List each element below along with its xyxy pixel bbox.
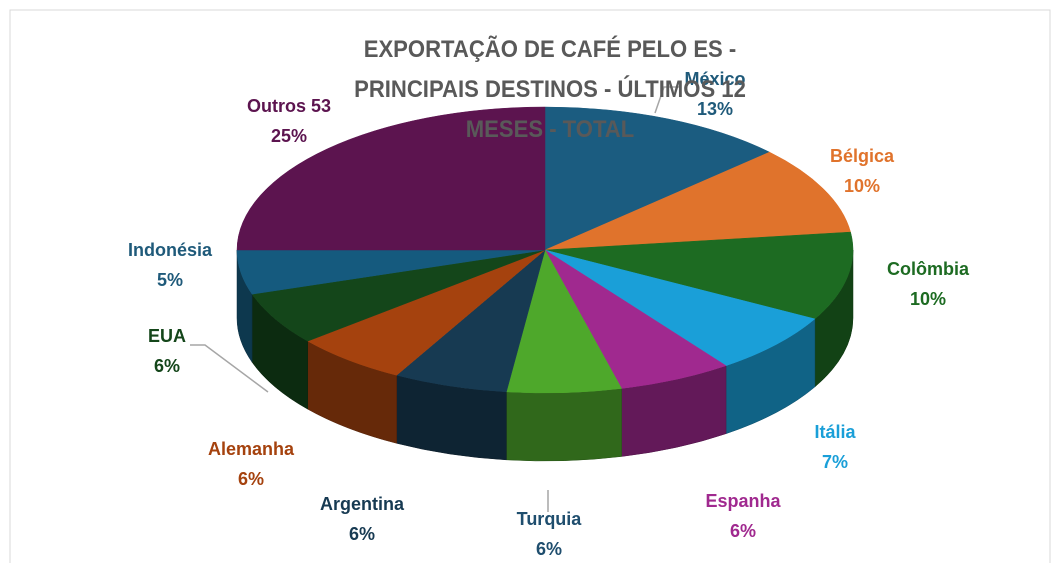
category-label: Argentina — [320, 494, 405, 514]
slice-side — [506, 388, 622, 462]
value-label: 7% — [822, 452, 848, 472]
category-label: Colômbia — [887, 259, 970, 279]
value-label: 25% — [271, 126, 307, 146]
value-label: 6% — [238, 469, 264, 489]
category-label: Outros 53 — [247, 96, 331, 116]
value-label: 10% — [844, 176, 880, 196]
value-label: 10% — [910, 289, 946, 309]
slice — [544, 151, 851, 251]
slice — [236, 106, 546, 251]
value-label: 6% — [536, 539, 562, 559]
labels: México 13% Bélgica 10% Colômbia 10% Itália 7% Es… — [128, 69, 970, 559]
value-label: 6% — [154, 356, 180, 376]
leader-line — [654, 86, 680, 114]
category-label: Indonésia — [128, 240, 213, 260]
category-label: México — [684, 69, 745, 89]
chart-title: EXPORTAÇÃO DE CAFÉ PELO ES - PRINCIPAIS … — [354, 36, 746, 143]
category-label: Itália — [814, 422, 856, 442]
value-label: 6% — [730, 521, 756, 541]
slice — [544, 249, 816, 366]
slice — [544, 231, 854, 320]
chart-frame — [9, 9, 1051, 563]
category-label: Bélgica — [830, 146, 895, 166]
category-label: Turquia — [517, 509, 583, 529]
leader-line — [190, 344, 269, 393]
category-label: Espanha — [705, 491, 781, 511]
slice — [544, 106, 771, 251]
pie — [236, 106, 854, 462]
value-label: 5% — [157, 270, 183, 290]
category-label: Alemanha — [208, 439, 295, 459]
value-label: 13% — [697, 99, 733, 119]
category-label: EUA — [148, 326, 186, 346]
value-label: 6% — [349, 524, 375, 544]
